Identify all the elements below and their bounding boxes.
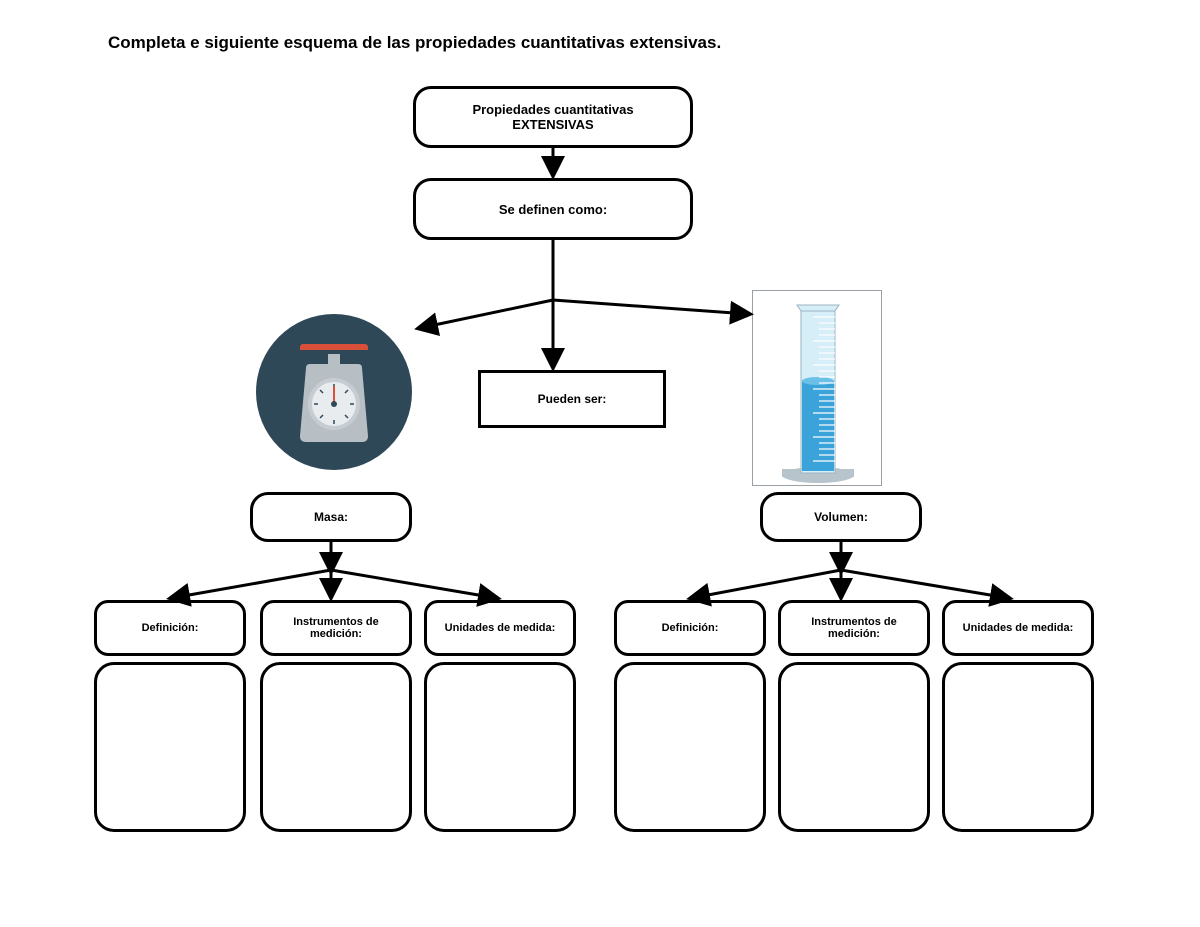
- cylinder-icon: [752, 290, 882, 486]
- answer-left-0[interactable]: [94, 662, 246, 832]
- box-left-child-1: Instrumentos de medición:: [260, 600, 412, 656]
- page-title: Completa e siguiente esquema de las prop…: [108, 33, 721, 53]
- box-volumen: Volumen:: [760, 492, 922, 542]
- box-right-child-0: Definición:: [614, 600, 766, 656]
- answer-right-0[interactable]: [614, 662, 766, 832]
- answer-right-1[interactable]: [778, 662, 930, 832]
- box-right-child-1: Instrumentos de medición:: [778, 600, 930, 656]
- box-masa: Masa:: [250, 492, 412, 542]
- box-left-child-0: Definición:: [94, 600, 246, 656]
- scale-icon: [256, 314, 412, 470]
- box-pueden: Pueden ser:: [478, 370, 666, 428]
- box-root-line1: Propiedades cuantitativas: [472, 102, 633, 117]
- answer-left-2[interactable]: [424, 662, 576, 832]
- answer-left-1[interactable]: [260, 662, 412, 832]
- box-right-child-2: Unidades de medida:: [942, 600, 1094, 656]
- box-definen: Se definen como:: [413, 178, 693, 240]
- box-root-line2: EXTENSIVAS: [472, 117, 633, 132]
- box-left-child-2: Unidades de medida:: [424, 600, 576, 656]
- box-root: Propiedades cuantitativas EXTENSIVAS: [413, 86, 693, 148]
- answer-right-2[interactable]: [942, 662, 1094, 832]
